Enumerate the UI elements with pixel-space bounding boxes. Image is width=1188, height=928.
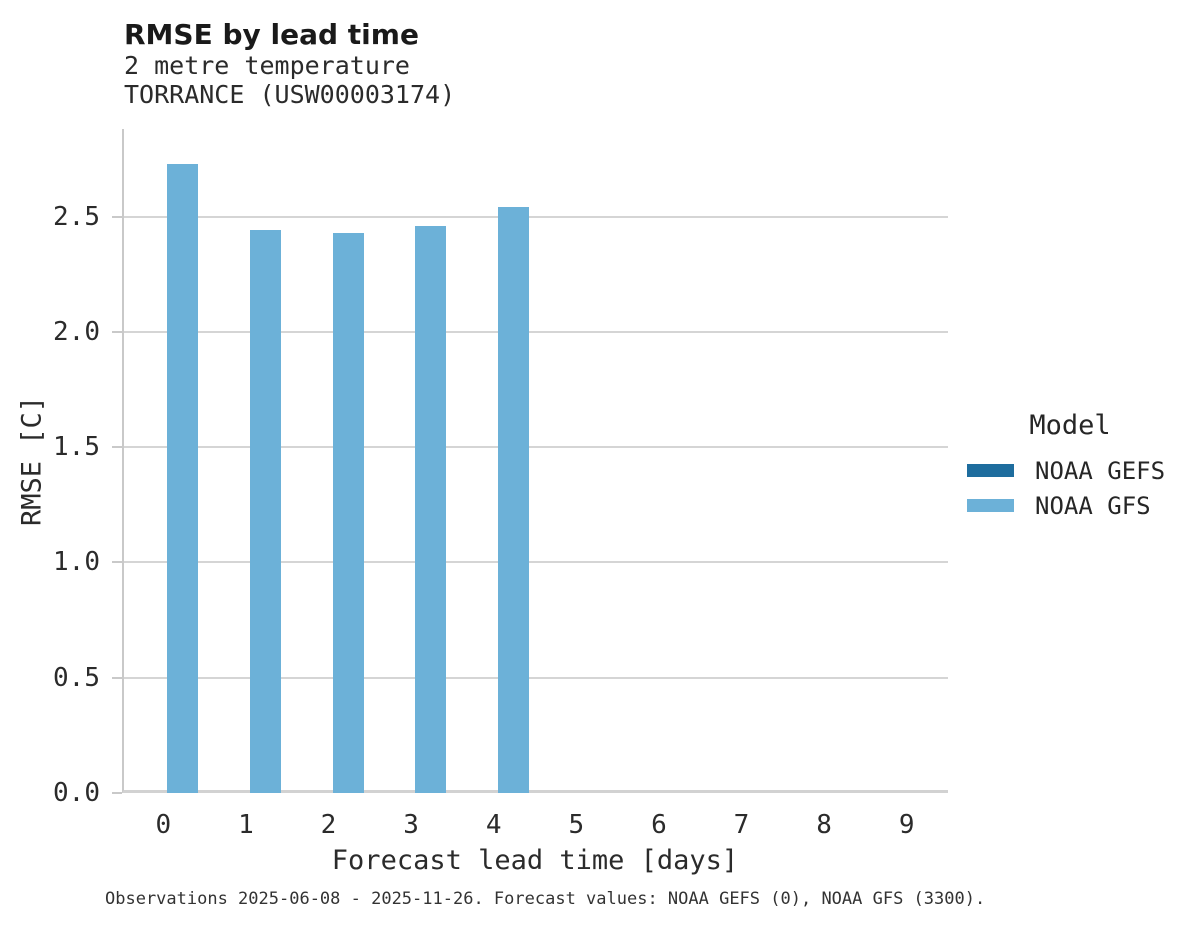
legend-entry-noaa-gefs: NOAA GEFS <box>960 453 1180 488</box>
y-tick-label-2.5: 2.5 <box>53 201 100 232</box>
legend-swatch-icon <box>967 499 1014 512</box>
x-tick-label-9: 9 <box>898 810 915 840</box>
legend-swatch-icon <box>967 464 1014 477</box>
y-tick-mark-2.0 <box>112 330 122 333</box>
chart-subtitle-line-2: TORRANCE (USW00003174) <box>124 80 456 109</box>
y-tick-label-1.5: 1.5 <box>53 432 100 463</box>
y-tick-label-1.0: 1.0 <box>53 547 100 578</box>
x-tick-label-0: 0 <box>155 810 172 840</box>
y-tick-mark-1.0 <box>112 561 122 564</box>
y-tick-label-0.5: 0.5 <box>53 662 100 693</box>
bar-noaa-gfs-lead-4 <box>497 207 529 793</box>
gridline-y-1.5 <box>124 446 948 449</box>
x-tick-label-7: 7 <box>733 810 750 840</box>
gridline-y-2.5 <box>124 215 948 218</box>
bar-noaa-gfs-lead-0 <box>167 163 199 793</box>
x-tick-label-5: 5 <box>568 810 585 840</box>
x-tick-label-1: 1 <box>238 810 254 840</box>
chart-subtitle: 2 metre temperature TORRANCE (USW0000317… <box>124 51 455 109</box>
y-tick-mark-2.5 <box>112 215 122 218</box>
bar-noaa-gfs-lead-3 <box>415 225 447 793</box>
y-tick-label-0.0: 0.0 <box>53 778 100 808</box>
x-tick-label-6: 6 <box>651 810 667 840</box>
plot-area <box>122 129 948 793</box>
x-tick-label-4: 4 <box>485 810 502 840</box>
legend-entries: NOAA GEFS NOAA GFS <box>960 453 1180 523</box>
legend-label: NOAA GFS <box>1035 491 1151 520</box>
gridline-y-0.5 <box>124 676 948 679</box>
y-tick-mark-0.5 <box>112 676 122 679</box>
x-tick-label-2: 2 <box>320 810 337 840</box>
bar-noaa-gfs-lead-2 <box>332 232 364 793</box>
chart-title: RMSE by lead time <box>124 18 419 51</box>
x-tick-label-3: 3 <box>403 810 419 840</box>
gridline-y-2.0 <box>124 330 948 333</box>
y-tick-mark-0.0 <box>112 792 122 794</box>
caption: Observations 2025-06-08 - 2025-11-26. Fo… <box>105 889 986 909</box>
legend: Model NOAA GEFS NOAA GFS <box>960 410 1180 523</box>
bar-noaa-gfs-lead-1 <box>249 230 281 793</box>
gridline-y-1.0 <box>124 561 948 564</box>
legend-entry-noaa-gfs: NOAA GFS <box>960 488 1180 523</box>
y-tick-label-2.0: 2.0 <box>53 316 100 347</box>
legend-title: Model <box>1029 410 1111 441</box>
x-tick-label-8: 8 <box>816 810 832 840</box>
y-tick-mark-1.5 <box>112 446 122 449</box>
chart-subtitle-line-1: 2 metre temperature <box>124 51 410 80</box>
legend-label: NOAA GEFS <box>1035 456 1166 485</box>
x-axis-title: Forecast lead time [days] <box>331 845 739 876</box>
